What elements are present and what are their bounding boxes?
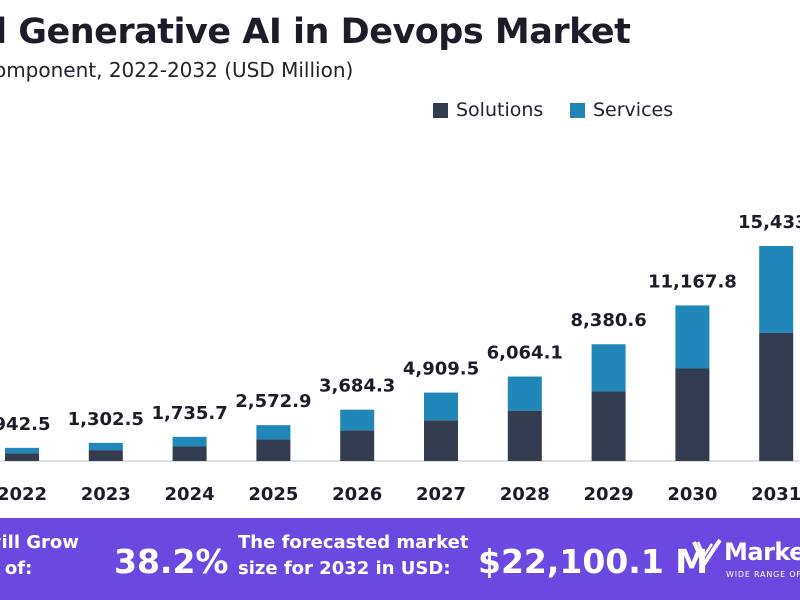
- brand-name: MarketR: [724, 538, 800, 566]
- x-tick-label-2025: 2025: [248, 484, 298, 505]
- bar-total-label-2023: 1,302.5: [68, 409, 144, 430]
- bar-services-2027: [424, 392, 458, 421]
- bar-services-2023: [88, 442, 123, 451]
- forecast-caption-line2: size for 2032 in USD:: [238, 558, 451, 579]
- bar-total-label-2029: 8,380.6: [570, 310, 646, 331]
- bar-total-label-2025: 2,572.9: [235, 391, 311, 412]
- bar-solutions-2023: [88, 450, 123, 461]
- bar-solutions-2024: [172, 446, 207, 461]
- forecast-value: $22,100.1 M: [478, 542, 709, 581]
- legend-label-services: Services: [593, 99, 674, 121]
- bar-services-2024: [172, 436, 207, 447]
- legend-item-solutions: Solutions: [433, 99, 543, 121]
- cagr-caption-line1: t will Grow: [0, 532, 79, 553]
- x-tick-label-2023: 2023: [81, 484, 131, 505]
- bar-solutions-2029: [591, 391, 626, 461]
- footer-band: t will Grow GR of: 38.2% The forecasted …: [0, 518, 800, 600]
- x-tick-label-2029: 2029: [584, 484, 634, 505]
- x-tick-label-2028: 2028: [500, 484, 550, 505]
- bar-total-label-2027: 4,909.5: [403, 359, 479, 380]
- bar-solutions-2030: [675, 368, 710, 461]
- bar-services-2031: [759, 246, 794, 333]
- brand-logo-icon: [692, 538, 722, 566]
- legend-label-solutions: Solutions: [456, 99, 544, 121]
- cagr-value: 38.2%: [114, 542, 229, 581]
- bar-total-label-2028: 6,064.1: [487, 343, 563, 364]
- bar-total-label-2031: 15,433.: [738, 212, 800, 233]
- chart-title: al Generative AI in Devops Market: [0, 12, 631, 52]
- bar-solutions-2027: [424, 420, 458, 461]
- bar-services-2029: [591, 344, 626, 392]
- bar-chart: 942.5 2022 1,302.5 2023 1,735.7 2024 2,572.9 20…: [0, 212, 800, 505]
- brand-tagline: WIDE RANGE OF C: [726, 570, 800, 579]
- bar-solutions-2022: [5, 453, 39, 461]
- x-tick-label-2030: 2030: [667, 484, 717, 505]
- bar-total-label-2022: 942.5: [0, 414, 50, 435]
- bars-group: [5, 246, 794, 461]
- x-tick-label-2026: 2026: [332, 484, 382, 505]
- x-tick-label-2031: 2031: [751, 484, 800, 505]
- bar-services-2025: [256, 425, 291, 440]
- legend-swatch-services: [570, 102, 585, 118]
- cagr-caption-line2: GR of:: [0, 558, 33, 579]
- forecast-caption-line1: The forecasted market: [238, 532, 469, 553]
- bar-solutions-2025: [256, 439, 291, 461]
- legend-swatch-solutions: [433, 102, 448, 118]
- bar-services-2022: [5, 447, 39, 454]
- bar-solutions-2031: [759, 332, 794, 461]
- x-tick-label-2024: 2024: [165, 484, 215, 505]
- bar-services-2026: [340, 409, 375, 431]
- chart-subtitle: Component, 2022-2032 (USD Million): [0, 58, 354, 82]
- bar-solutions-2026: [340, 430, 375, 461]
- bar-total-label-2030: 11,167.8: [648, 271, 737, 292]
- bar-total-label-2024: 1,735.7: [151, 403, 227, 424]
- labels-group: 942.5 2022 1,302.5 2023 1,735.7 2024 2,572.9 20…: [0, 212, 800, 505]
- x-tick-label-2022: 2022: [0, 484, 47, 505]
- bar-services-2028: [507, 376, 542, 411]
- bar-total-label-2026: 3,684.3: [319, 376, 395, 397]
- bar-services-2030: [675, 305, 710, 369]
- legend-item-services: Services: [570, 99, 673, 121]
- x-tick-label-2027: 2027: [416, 484, 466, 505]
- bar-solutions-2028: [507, 410, 542, 461]
